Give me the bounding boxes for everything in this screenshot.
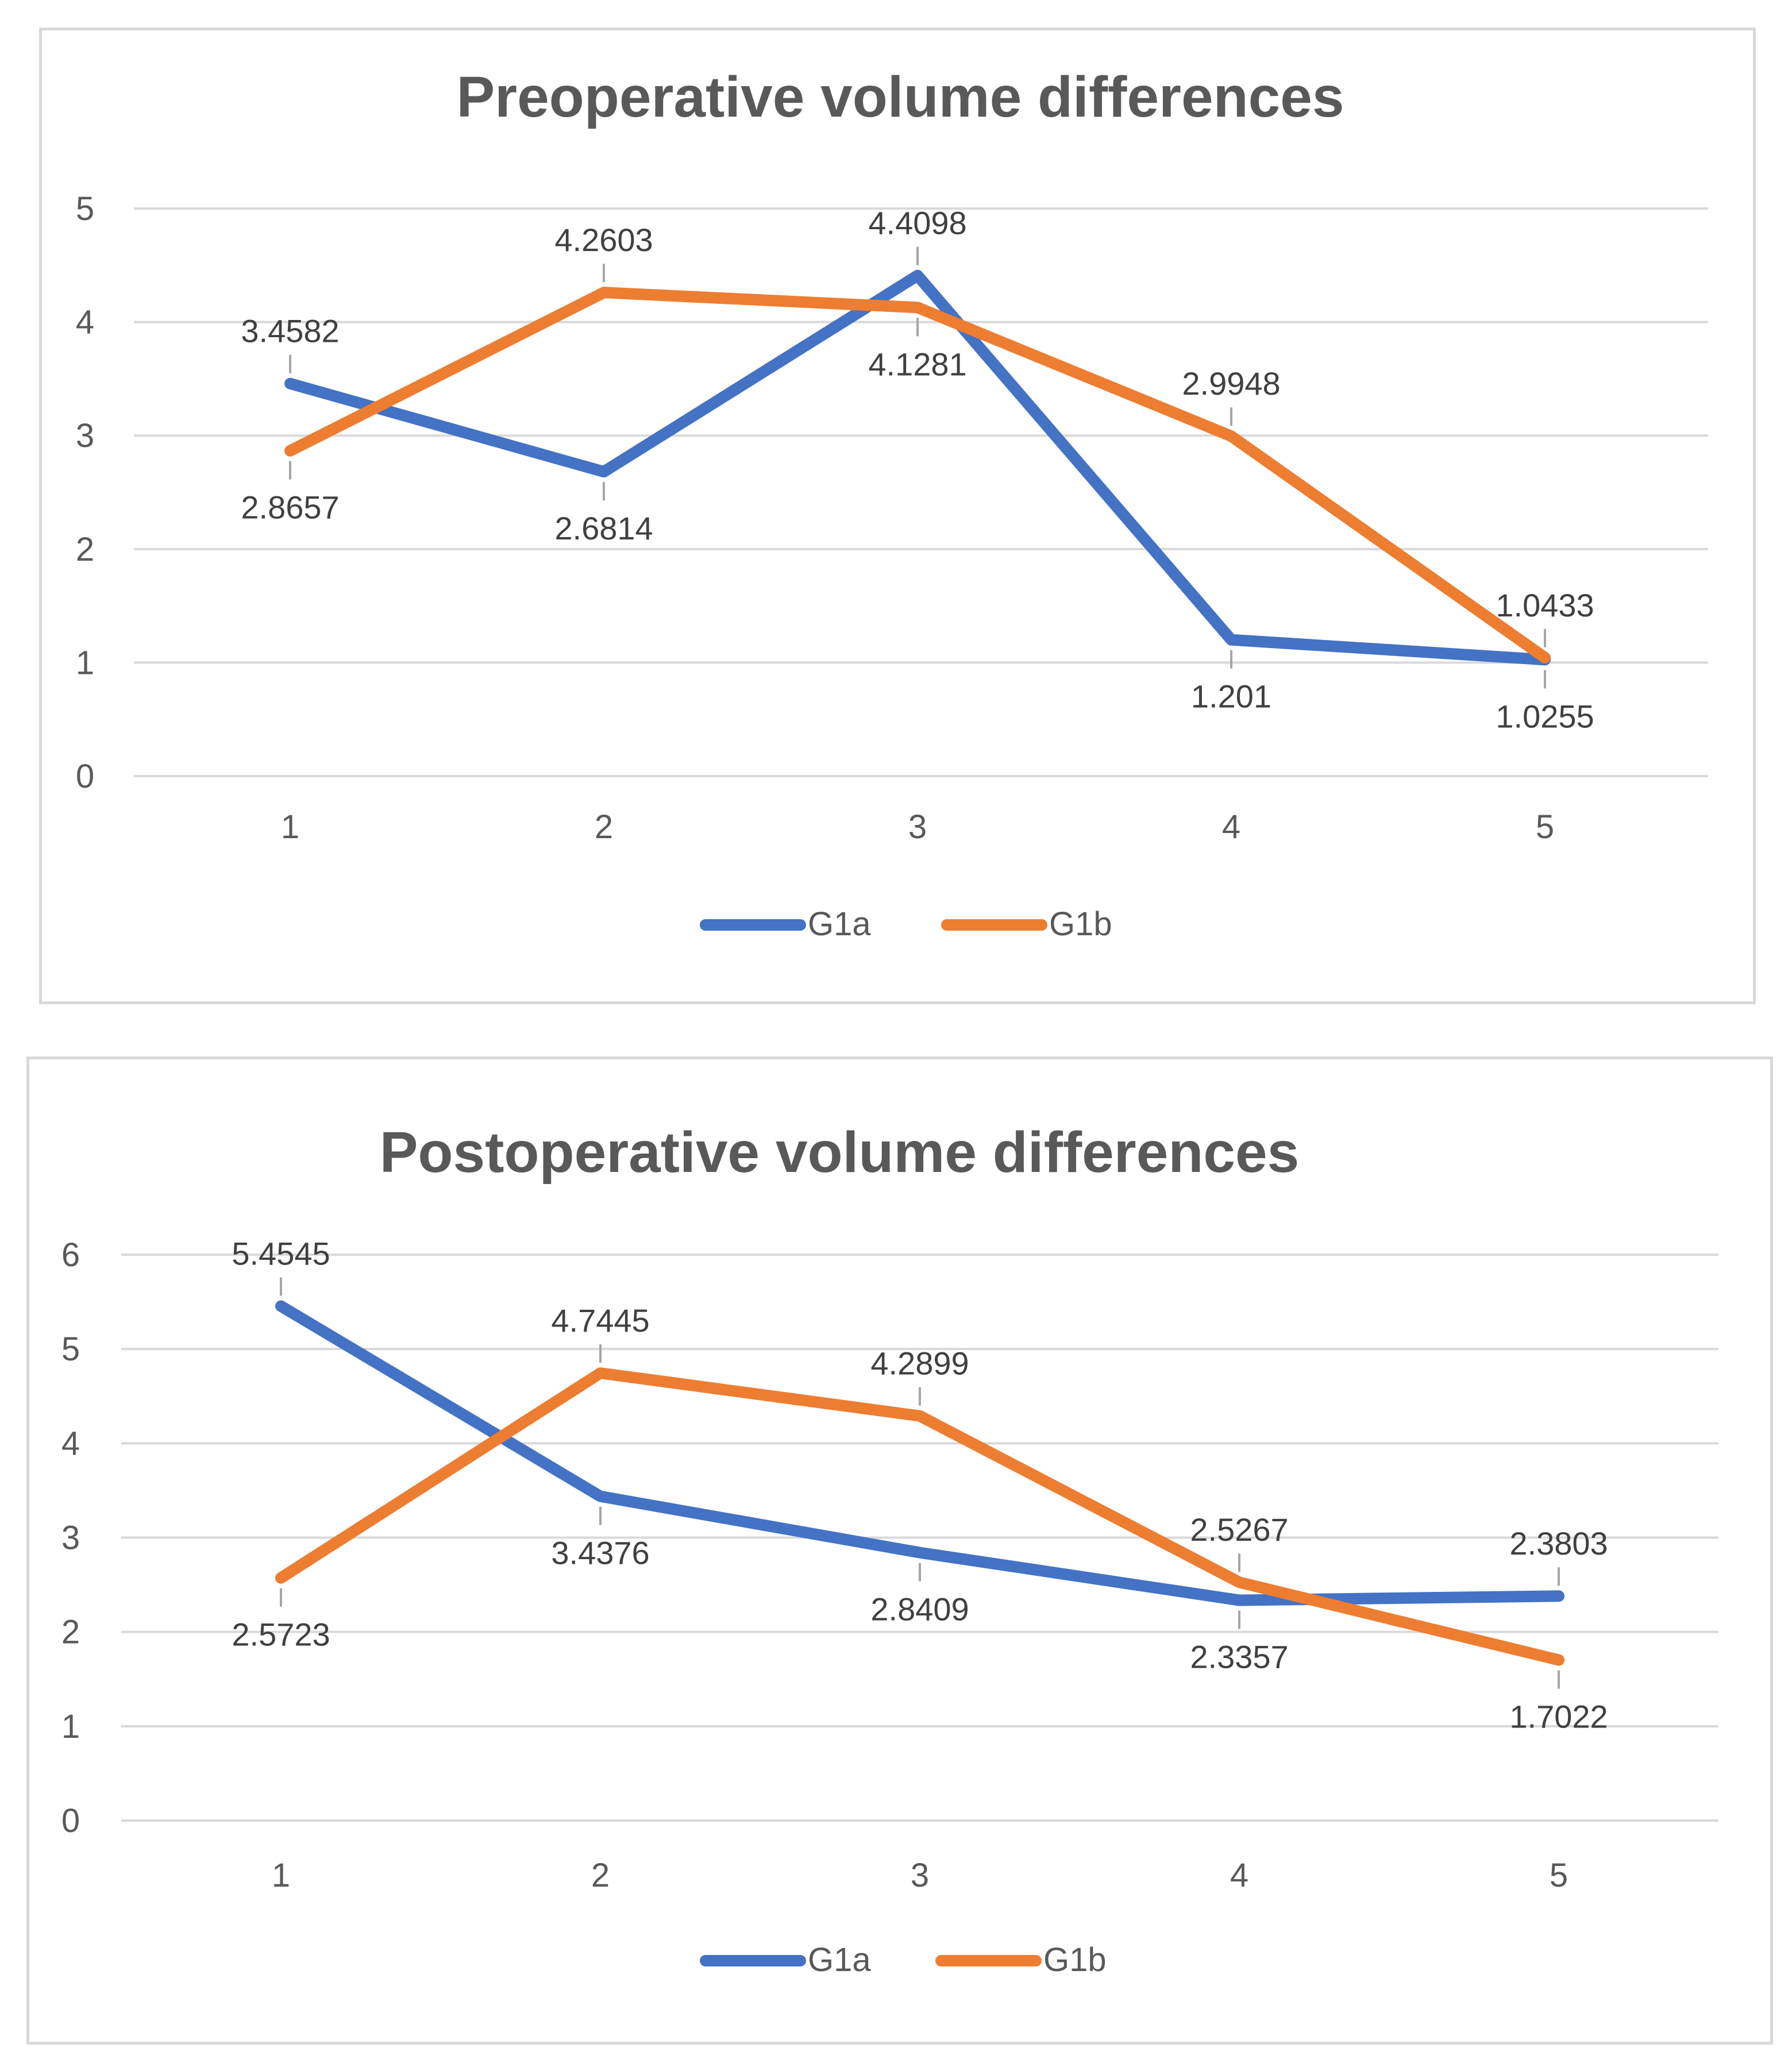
- y-tick-label: 1: [61, 1708, 80, 1745]
- x-tick-label: 4: [1230, 1857, 1248, 1894]
- legend-label-g1b: G1b: [1049, 905, 1112, 943]
- data-label-g1b: 4.2603: [554, 222, 653, 258]
- x-tick-label: 4: [1222, 808, 1240, 846]
- x-tick-label: 1: [272, 1857, 290, 1894]
- y-tick-label: 1: [76, 644, 94, 681]
- data-label-g1b: 2.5267: [1190, 1511, 1288, 1548]
- y-tick-label: 6: [61, 1236, 80, 1274]
- data-label-g1b: 4.1281: [868, 346, 966, 382]
- x-tick-label: 3: [908, 808, 927, 846]
- y-tick-label: 2: [61, 1614, 80, 1651]
- data-label-g1b: 1.7022: [1509, 1699, 1608, 1735]
- x-tick-label: 1: [281, 808, 299, 846]
- data-label-g1a: 2.6814: [554, 510, 653, 546]
- y-tick-label: 0: [76, 758, 94, 795]
- postoperative-chart-svg: Postoperative volume differences 0 1 2 3 4 5 6 1…: [61, 1120, 1718, 1979]
- series-line-g1a: [284, 269, 1551, 666]
- data-label-g1b: 1.0433: [1496, 587, 1594, 623]
- x-tick-label: 3: [911, 1857, 929, 1894]
- data-label-g1a: 1.0255: [1496, 698, 1594, 734]
- data-label-g1b: 2.8657: [241, 489, 339, 526]
- series-line-g1a: [275, 1300, 1564, 1606]
- data-label-g1b: 2.9948: [1182, 365, 1280, 402]
- data-label-g1a: 2.8409: [870, 1591, 969, 1628]
- data-label-g1b: 4.2899: [870, 1345, 969, 1382]
- data-label-g1b: 4.7445: [551, 1302, 649, 1339]
- y-tick-label: 4: [61, 1425, 80, 1462]
- y-tick-label: 3: [76, 417, 94, 454]
- data-label-g1a: 2.3803: [1509, 1525, 1608, 1561]
- data-label-g1a: 5.4545: [232, 1236, 330, 1272]
- chart-title: Postoperative volume differences: [380, 1120, 1300, 1185]
- data-label-g1a: 4.4098: [868, 205, 966, 241]
- series-line-g1b: [275, 1367, 1564, 1666]
- x-tick-label: 2: [595, 808, 613, 846]
- preoperative-chart-svg: Preoperative volume differences 0 1 2 3 4 5 1 2 3…: [76, 65, 1708, 943]
- y-tick-label: 5: [76, 190, 94, 227]
- data-label-g1a: 3.4376: [551, 1535, 649, 1571]
- legend-label-g1a: G1a: [808, 905, 871, 943]
- data-label-g1a: 1.201: [1191, 678, 1271, 715]
- chart-title: Preoperative volume differences: [456, 65, 1344, 129]
- legend-label-g1b: G1b: [1043, 1941, 1107, 1979]
- y-tick-label: 0: [61, 1802, 80, 1840]
- x-tick-label: 5: [1550, 1857, 1568, 1894]
- y-tick-label: 5: [61, 1331, 80, 1368]
- y-tick-label: 3: [61, 1520, 80, 1557]
- data-label-g1a: 2.3357: [1190, 1639, 1288, 1675]
- y-tick-label: 2: [76, 531, 94, 568]
- series-line-g1b: [284, 287, 1551, 664]
- postoperative-chart: Postoperative volume differences 0 1 2 3 4 5 6 1…: [26, 1056, 1773, 2045]
- x-tick-label: 5: [1536, 808, 1554, 846]
- data-label-g1b: 2.5723: [232, 1617, 330, 1653]
- data-label-g1a: 3.4582: [241, 313, 339, 349]
- x-tick-label: 2: [591, 1857, 610, 1894]
- preoperative-chart: Preoperative volume differences 0 1 2 3 4 5 1 2 3…: [39, 28, 1756, 1004]
- y-tick-label: 4: [76, 304, 94, 341]
- legend-label-g1a: G1a: [808, 1941, 871, 1979]
